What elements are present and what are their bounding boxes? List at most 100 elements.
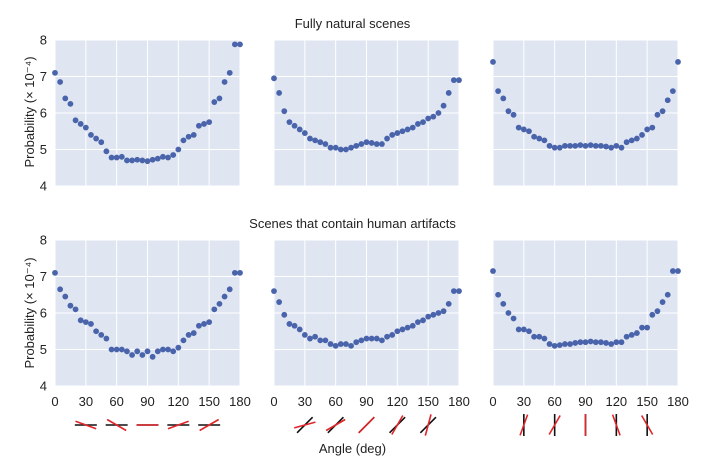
data-point [562,142,568,149]
data-point [98,332,105,338]
data-point [420,317,426,324]
data-point [394,130,401,136]
data-point [373,335,380,342]
data-point [332,144,339,151]
data-point [531,133,538,140]
data-point [52,269,58,276]
data-point [88,132,94,138]
data-point [327,341,334,347]
data-point [546,142,553,149]
data-point [526,328,532,335]
data-point [389,132,396,138]
x-tick-label: 150 [417,394,439,409]
data-point [195,122,202,129]
data-point [505,108,512,115]
data-point [556,144,563,151]
data-point [505,310,512,316]
data-point [425,115,432,122]
data-point [450,288,457,294]
x-tick-label: 120 [167,394,189,409]
y-tick-label: 7 [40,269,47,284]
x-axis-label: Angle (deg) [318,441,387,456]
data-point [654,308,661,315]
data-point [520,326,527,333]
data-point [675,268,681,274]
data-point [190,330,197,336]
data-point [587,338,594,345]
data-point [445,90,452,96]
data-point [226,286,233,293]
data-point [582,339,589,346]
data-point [231,269,238,276]
data-point [201,321,207,327]
x-tick-label: 180 [229,394,251,409]
data-point [337,146,344,153]
data-point [134,156,141,163]
x-tick-label: 30 [517,394,531,409]
data-point [129,157,135,164]
data-point [551,342,558,349]
data-point [623,139,630,146]
data-point [211,99,218,105]
data-point [82,319,89,326]
y-tick-label: 8 [40,233,47,248]
data-point [175,146,182,153]
data-point [144,158,151,165]
data-point [675,59,681,65]
data-point [343,341,349,347]
data-point [409,124,416,131]
y-tick-label: 5 [40,142,47,157]
data-point [404,324,411,331]
tilted-line-icon [325,418,346,432]
x-tick-label: 90 [140,394,154,409]
data-point [490,268,496,274]
data-point [98,139,105,146]
data-point [348,342,354,349]
data-point [129,352,135,358]
data-point [510,315,517,322]
data-point [526,128,532,135]
data-point [379,141,385,147]
x-tick-label: 90 [359,394,373,409]
data-point [633,330,640,336]
data-point [327,144,334,151]
data-point [286,321,293,327]
x-tick-label: 60 [547,394,561,409]
data-point [281,108,288,115]
x-tick-label: 150 [198,394,220,409]
tilted-line-icon [358,416,375,434]
data-point [52,69,58,76]
data-point [456,288,462,294]
tilted-line-icon [611,414,621,436]
data-point [216,95,223,102]
data-point [531,333,538,340]
data-point [149,156,156,163]
data-point [608,144,615,151]
data-point [659,108,666,115]
data-point [572,142,579,149]
y-tick-label: 6 [40,306,47,321]
data-point [317,337,324,344]
data-point [659,299,666,305]
data-point [510,111,517,118]
data-point [450,77,457,84]
data-point [603,143,609,150]
data-point [389,332,396,338]
data-point [62,95,69,102]
data-point [515,326,522,333]
x-tick-label: 150 [636,394,658,409]
data-point [103,148,110,155]
data-point [322,337,329,344]
data-point [216,300,223,307]
y-tick-label: 4 [40,179,47,194]
data-point [343,146,349,153]
data-point [562,341,568,347]
data-point [353,339,360,346]
data-point [271,288,277,294]
data-point [384,333,390,340]
data-point [572,340,579,346]
data-point [57,286,64,293]
tilted-line-icon [548,415,561,435]
y-tick-label: 8 [40,33,47,48]
data-point [57,79,64,85]
